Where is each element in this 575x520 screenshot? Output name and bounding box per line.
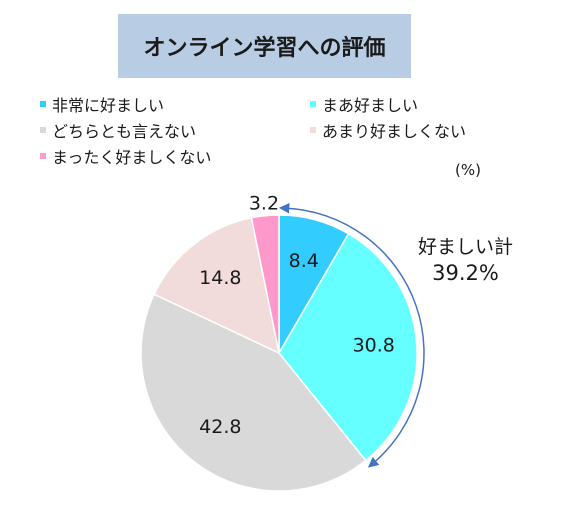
legend-label: まったく好ましくない xyxy=(52,148,212,167)
legend-item: まあ好ましい xyxy=(310,92,418,116)
legend-label: あまり好ましくない xyxy=(322,122,467,141)
legend-swatch xyxy=(40,127,46,133)
unit-label: (%) xyxy=(455,161,481,179)
slice-value-label: 8.4 xyxy=(289,250,319,272)
legend-item: どちらとも言えない xyxy=(40,118,196,142)
legend-item: あまり好ましくない xyxy=(310,118,466,142)
legend-label: まあ好ましい xyxy=(322,96,419,115)
legend-label: 非常に好ましい xyxy=(52,96,165,115)
total-value: 39.2% xyxy=(432,261,499,285)
legend-swatch xyxy=(310,127,316,133)
slice-value-label: 42.8 xyxy=(199,416,241,438)
total-bracket-arrow xyxy=(278,203,425,468)
legend-item: 非常に好ましい xyxy=(40,92,164,116)
legend-swatch xyxy=(40,153,46,159)
total-annotation: 好ましい計 39.2% xyxy=(418,232,513,285)
slice-value-label: 14.8 xyxy=(199,267,241,289)
legend-swatch xyxy=(40,101,46,107)
legend-item: まったく好ましくない xyxy=(40,144,211,168)
pie-slice xyxy=(153,216,281,355)
slice-value-label: 30.8 xyxy=(353,334,395,356)
slice-value-label: 3.2 xyxy=(249,192,279,214)
total-label: 好ましい計 xyxy=(418,236,514,258)
chart-title: オンライン学習への評価 xyxy=(118,14,411,78)
legend-swatch xyxy=(310,101,316,107)
legend-label: どちらとも言えない xyxy=(52,122,197,141)
legend: 非常に好ましい まあ好ましい どちらとも言えない あまり好ましくない まったく好… xyxy=(40,92,560,167)
